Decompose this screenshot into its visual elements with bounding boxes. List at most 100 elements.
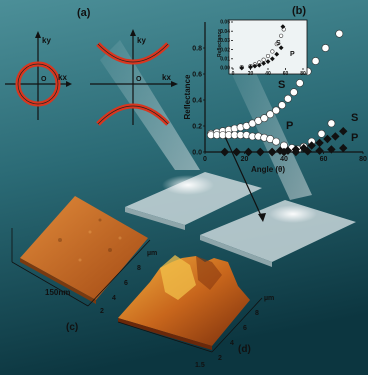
afm-d-y-axis <box>211 297 263 353</box>
main-point-p-circle <box>327 119 336 128</box>
inset-point-p-diamond <box>252 63 258 69</box>
origin-label-right: O <box>136 76 142 83</box>
ky-label-right: ky <box>137 36 146 45</box>
afm-d-x-axis <box>117 321 213 353</box>
main-point-s-circle <box>335 29 344 38</box>
main-axis-ticks: 0 20 40 60 80 0.0 0.2 0.4 0.6 0.8 <box>192 45 367 163</box>
main-point-p-circle <box>317 129 326 138</box>
inset-ytick-label: 0.05 <box>220 20 230 26</box>
inset-point-p-diamond <box>280 24 286 29</box>
inset-y-axis-label: Reflectance <box>217 29 223 57</box>
inset-ytick-label: 0.00 <box>220 66 230 72</box>
main-point-s-circle <box>321 44 330 52</box>
main-point-p-diamond <box>303 147 312 156</box>
light-beam-right <box>230 60 312 200</box>
inset-xtick-label: 80 <box>300 71 306 77</box>
afm-d-tick-x3: 6 <box>243 325 247 332</box>
main-x-axis-label: Angle (θ) <box>251 165 285 174</box>
inset-point-p-diamond <box>256 62 262 68</box>
series-label-s-circle: S <box>278 79 285 91</box>
main-point-p-diamond <box>220 147 229 157</box>
hyperbola-top-outline <box>97 43 169 63</box>
ky-arrow-left <box>35 31 41 38</box>
main-point-s-diamond <box>331 132 340 141</box>
afm-c-unit: µm <box>147 250 157 257</box>
main-point-p-diamond <box>279 147 289 157</box>
main-ytick-label: 0.0 <box>192 149 202 156</box>
panel-label-c: (c) <box>66 322 78 333</box>
main-point-p-diamond <box>291 147 301 157</box>
panel-label-d: (d) <box>238 344 251 355</box>
main-point-s-circle <box>260 114 269 123</box>
afm-d-tick-x1: 2 <box>218 355 222 362</box>
afm-c-tick-x0: 2 <box>100 308 104 315</box>
inset-point-s-circle <box>274 41 279 47</box>
beam-spot-flat <box>162 175 214 195</box>
afm-valley-d <box>196 256 222 290</box>
main-xtick-label: 0 <box>203 156 207 163</box>
inset-point-s-circle <box>261 57 266 62</box>
main-point-s-diamond <box>323 134 332 144</box>
afm-c-tick-x1: 4 <box>112 295 116 302</box>
main-point-p-diamond <box>267 147 277 157</box>
main-ytick-label: 0.2 <box>192 123 202 130</box>
panel-d: 1.5 2 4 6 8 µm (d) <box>117 255 274 369</box>
ky-arrow-right <box>130 29 136 36</box>
inset-point-p-diamond <box>248 64 253 70</box>
inset-point-p-diamond <box>239 65 245 71</box>
dispersion-ring-outline <box>17 63 59 105</box>
inset-point-p-diamond <box>265 59 271 64</box>
kx-arrow-right <box>171 81 178 87</box>
inset-ytick-label: 0.01 <box>220 56 230 62</box>
afm-surface-c <box>20 196 148 300</box>
series-label-s-diamond: S <box>351 112 358 124</box>
main-point-s-circle <box>266 110 275 119</box>
afm-surface-d-edge <box>118 318 212 350</box>
panel-c: 150nm 2 4 6 8 µm (c) <box>11 196 157 333</box>
inset-series-label-p: P <box>290 51 295 58</box>
sample-slab-rough-edge <box>200 235 272 267</box>
inset-xtick-label: 0 <box>232 71 235 77</box>
series-label-p-circle: P <box>286 120 293 132</box>
series-label-p-diamond: P <box>351 132 358 144</box>
main-point-s-diamond <box>339 127 348 136</box>
afm-d-tick-x4: 8 <box>255 310 259 317</box>
main-point-p-circle <box>272 137 280 146</box>
kx-label-left: kx <box>58 73 67 82</box>
sample-slab-rough <box>200 200 356 262</box>
panel-b: (b) 0 20 40 60 80 0.0 0.2 0.4 0.6 0.8 Reflectance… <box>183 5 367 174</box>
afm-c-y-axis <box>87 239 151 307</box>
main-data-marks <box>207 29 348 157</box>
afm-c-tick-x3: 8 <box>137 265 141 272</box>
main-ytick-label: 0.6 <box>192 71 202 78</box>
main-point-s-circle <box>272 106 280 115</box>
main-xtick-label: 40 <box>280 156 288 163</box>
inset-ytick-label: 0.04 <box>220 29 230 35</box>
main-point-p-diamond <box>339 143 348 153</box>
inset-ytick-label: 0.03 <box>220 38 230 44</box>
ky-label-left: ky <box>42 36 51 45</box>
inset-ytick-label: 0.02 <box>220 47 230 53</box>
main-xtick-label: 20 <box>241 156 249 163</box>
inset-xtick-label: 60 <box>283 71 289 77</box>
inset-point-s-circle <box>279 33 284 38</box>
main-point-s-diamond <box>315 138 324 148</box>
sample-slab-flat-edge <box>125 207 185 230</box>
inset-xtick-label: 20 <box>248 71 254 77</box>
hyperbola-bottom-outline <box>97 105 169 125</box>
afm-surface-c-edge <box>20 258 96 304</box>
beam-spot-rough <box>269 205 317 223</box>
main-point-p-diamond <box>232 147 241 157</box>
inset-axis-ticks: 0 20 40 60 80 0.00 0.01 0.02 0.03 0.04 0.05 <box>220 20 306 77</box>
inset-data-marks <box>239 24 286 71</box>
afm-c-height-label: 150nm <box>45 288 70 297</box>
inset-series-label-s: S <box>276 40 281 47</box>
pointer-arrow-line <box>221 129 264 221</box>
kx-label-right: kx <box>162 73 171 82</box>
main-point-p-diamond <box>244 147 253 157</box>
inset-point-s-circle <box>265 53 271 59</box>
afm-peak-d <box>160 255 196 300</box>
inset-point-p-diamond <box>261 61 267 66</box>
